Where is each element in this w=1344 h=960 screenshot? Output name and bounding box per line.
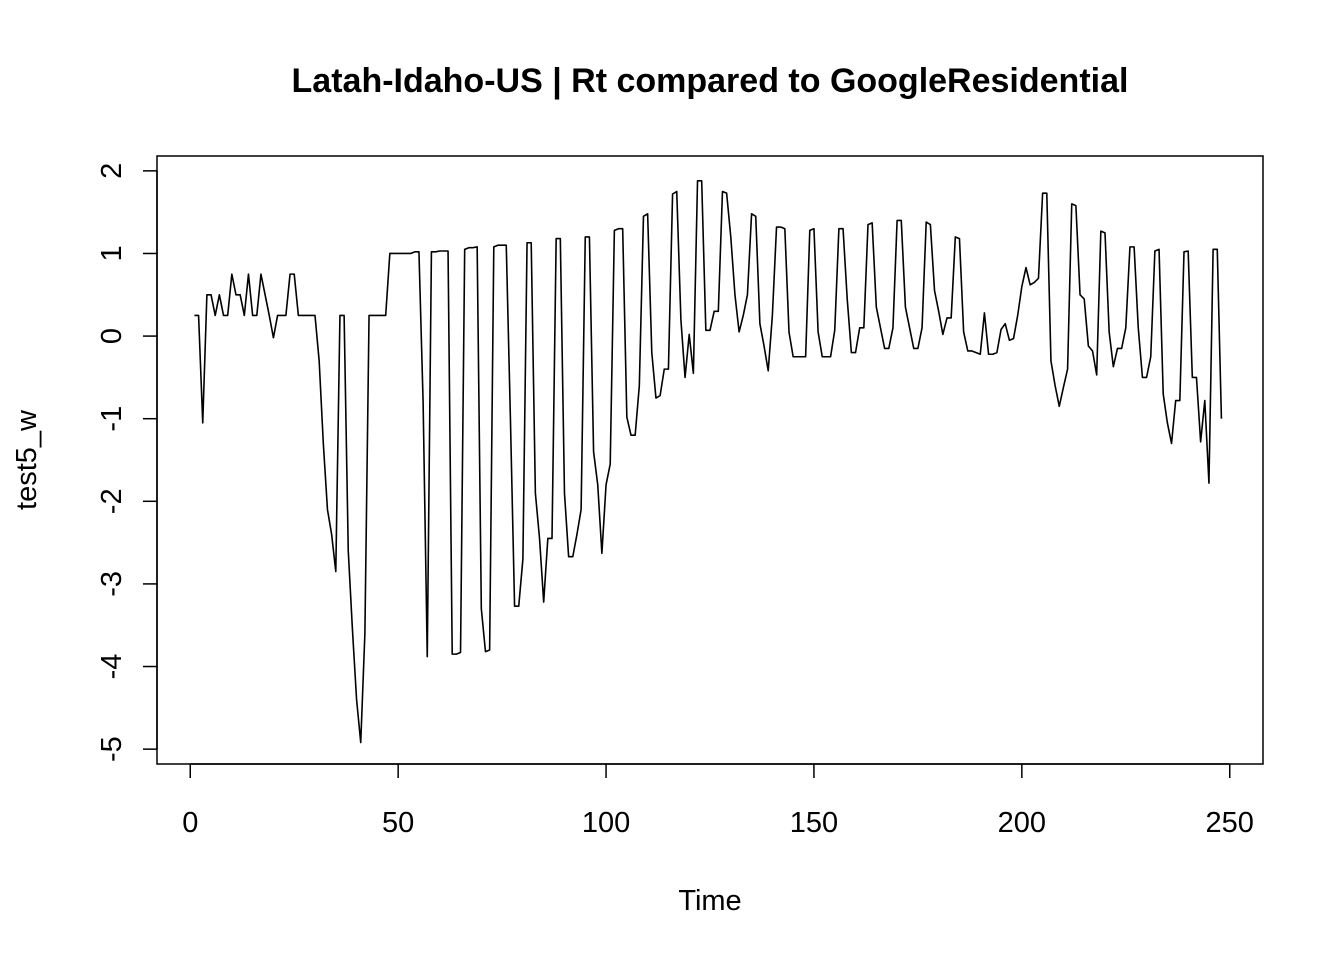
x-tick-label: 100 [582,807,630,839]
x-tick-label: 0 [182,807,198,839]
y-tick-label: -2 [96,488,128,514]
x-tick-label: 150 [790,807,838,839]
y-tick-label: -1 [96,406,128,432]
chart-title: Latah-Idaho-US | Rt compared to GoogleRe… [292,62,1129,100]
y-tick-label: -3 [96,571,128,597]
x-axis: 0 50 100 150 200 250 [182,763,1254,839]
y-axis-label: test5_w [11,409,43,510]
y-tick-label: 1 [96,245,128,261]
x-tick-label: 200 [998,807,1046,839]
y-tick-label: 0 [96,328,128,344]
series-line [194,179,1223,744]
y-tick-label: 2 [96,163,128,179]
series-layer [194,179,1223,744]
plot-frame [156,155,1264,765]
y-tick-label: -4 [96,654,128,680]
x-axis-label: Time [678,885,741,917]
y-tick-label: -5 [96,736,128,762]
y-axis: -5 -4 -3 -2 -1 0 1 2 [96,163,158,762]
x-tick-label: 250 [1206,807,1254,839]
x-tick-label: 50 [382,807,414,839]
